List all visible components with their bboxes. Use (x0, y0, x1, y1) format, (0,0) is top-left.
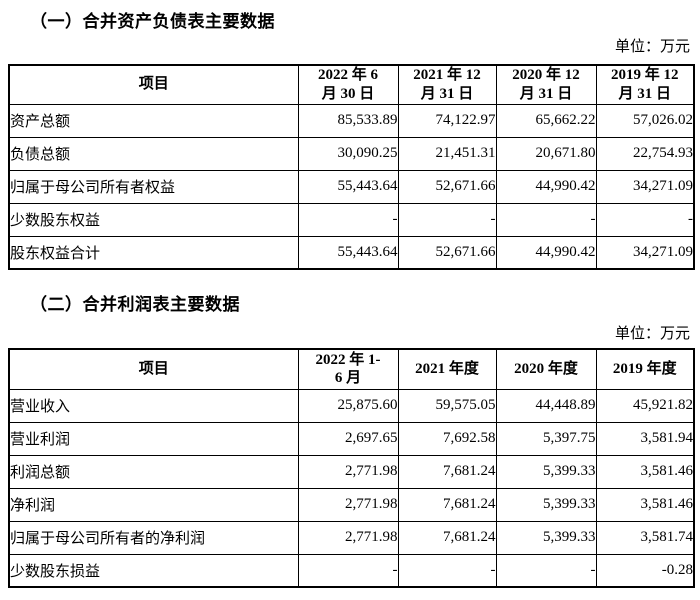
row-label: 利润总额 (8, 454, 299, 489)
cell-value: 44,990.42 (495, 169, 597, 204)
cell-value: 85,533.89 (297, 103, 399, 138)
column-header: 2019 年 12 月 31 日 (595, 64, 695, 105)
table-row: 负债总额 30,090.25 21,451.31 20,671.80 22,75… (8, 136, 695, 171)
cell-value: - (595, 202, 695, 237)
cell-value: 74,122.97 (397, 103, 497, 138)
unit-label: 单位：万元 (614, 326, 690, 342)
row-label: 资产总额 (8, 103, 299, 138)
cell-value: 3,581.94 (595, 421, 695, 456)
unit-label: 单位：万元 (614, 39, 690, 55)
cell-value: 44,448.89 (495, 388, 597, 423)
cell-value: 5,399.33 (495, 520, 597, 555)
table-header-row: 项目 2022 年 1- 6 月 2021 年度 2020 年度 2019 年度 (8, 348, 695, 390)
cell-value: 57,026.02 (595, 103, 695, 138)
cell-value: - (297, 553, 399, 588)
cell-value: 34,271.09 (595, 169, 695, 204)
cell-value: 52,671.66 (397, 169, 497, 204)
cell-value: - (397, 553, 497, 588)
column-header: 2020 年 12 月 31 日 (495, 64, 597, 105)
cell-value: 22,754.93 (595, 136, 695, 171)
row-label: 归属于母公司所有者权益 (8, 169, 299, 204)
row-label: 归属于母公司所有者的净利润 (8, 520, 299, 555)
cell-value: 3,581.46 (595, 454, 695, 489)
income-statement-table: 项目 2022 年 1- 6 月 2021 年度 2020 年度 2019 年度… (8, 348, 695, 588)
cell-value: 52,671.66 (397, 235, 497, 270)
column-header: 项目 (8, 64, 299, 105)
column-header: 2020 年度 (495, 348, 597, 390)
cell-value: 44,990.42 (495, 235, 597, 270)
cell-value: 2,697.65 (297, 421, 399, 456)
cell-value: 5,397.75 (495, 421, 597, 456)
cell-value: 65,662.22 (495, 103, 597, 138)
table-header-row: 项目 2022 年 6 月 30 日 2021 年 12 月 31 日 2020… (8, 64, 695, 105)
section2-title: （二）合并利润表主要数据 (30, 295, 240, 314)
column-header: 2021 年度 (397, 348, 497, 390)
cell-value: 34,271.09 (595, 235, 695, 270)
row-label: 营业收入 (8, 388, 299, 423)
row-label: 股东权益合计 (8, 235, 299, 270)
row-label: 营业利润 (8, 421, 299, 456)
table-row: 营业收入 25,875.60 59,575.05 44,448.89 45,92… (8, 388, 695, 423)
cell-value: 20,671.80 (495, 136, 597, 171)
cell-value: 45,921.82 (595, 388, 695, 423)
cell-value: 21,451.31 (397, 136, 497, 171)
table-row: 利润总额 2,771.98 7,681.24 5,399.33 3,581.46 (8, 454, 695, 489)
cell-value: 2,771.98 (297, 454, 399, 489)
cell-value: - (495, 202, 597, 237)
row-label: 少数股东损益 (8, 553, 299, 588)
cell-value: 7,681.24 (397, 520, 497, 555)
table-row: 净利润 2,771.98 7,681.24 5,399.33 3,581.46 (8, 487, 695, 522)
section1-title: （一）合并资产负债表主要数据 (30, 12, 275, 31)
cell-value: 55,443.64 (297, 235, 399, 270)
column-header: 2021 年 12 月 31 日 (397, 64, 497, 105)
cell-value: 25,875.60 (297, 388, 399, 423)
cell-value: 59,575.05 (397, 388, 497, 423)
column-header: 2019 年度 (595, 348, 695, 390)
table-row: 股东权益合计 55,443.64 52,671.66 44,990.42 34,… (8, 235, 695, 270)
column-header: 2022 年 1- 6 月 (297, 348, 399, 390)
table-row: 少数股东权益 - - - - (8, 202, 695, 237)
table-row: 资产总额 85,533.89 74,122.97 65,662.22 57,02… (8, 103, 695, 138)
row-label: 少数股东权益 (8, 202, 299, 237)
cell-value: 2,771.98 (297, 487, 399, 522)
cell-value: 7,681.24 (397, 454, 497, 489)
balance-sheet-table: 项目 2022 年 6 月 30 日 2021 年 12 月 31 日 2020… (8, 64, 695, 270)
cell-value: 7,681.24 (397, 487, 497, 522)
cell-value: 5,399.33 (495, 454, 597, 489)
column-header: 项目 (8, 348, 299, 390)
cell-value: 30,090.25 (297, 136, 399, 171)
cell-value: 5,399.33 (495, 487, 597, 522)
table-row: 归属于母公司所有者权益 55,443.64 52,671.66 44,990.4… (8, 169, 695, 204)
row-label: 负债总额 (8, 136, 299, 171)
cell-value: - (495, 553, 597, 588)
cell-value: 55,443.64 (297, 169, 399, 204)
cell-value: 2,771.98 (297, 520, 399, 555)
row-label: 净利润 (8, 487, 299, 522)
column-header: 2022 年 6 月 30 日 (297, 64, 399, 105)
cell-value: 3,581.74 (595, 520, 695, 555)
cell-value: 3,581.46 (595, 487, 695, 522)
table-row: 营业利润 2,697.65 7,692.58 5,397.75 3,581.94 (8, 421, 695, 456)
cell-value: -0.28 (595, 553, 695, 588)
cell-value: 7,692.58 (397, 421, 497, 456)
table-row: 少数股东损益 - - - -0.28 (8, 553, 695, 588)
table-row: 归属于母公司所有者的净利润 2,771.98 7,681.24 5,399.33… (8, 520, 695, 555)
cell-value: - (297, 202, 399, 237)
cell-value: - (397, 202, 497, 237)
